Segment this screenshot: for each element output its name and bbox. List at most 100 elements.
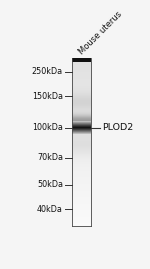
Bar <box>72 190 91 191</box>
Bar <box>72 119 91 120</box>
Bar <box>72 193 91 194</box>
Bar <box>72 146 91 147</box>
Bar <box>72 76 91 77</box>
Bar <box>72 116 91 117</box>
Bar <box>72 79 91 80</box>
Bar <box>72 218 91 219</box>
Bar <box>72 67 91 68</box>
Bar <box>72 209 91 210</box>
Bar <box>72 87 91 88</box>
Bar <box>72 200 91 201</box>
Bar <box>72 202 91 203</box>
Bar <box>72 99 91 100</box>
Bar <box>72 154 91 155</box>
Bar <box>72 199 91 200</box>
Bar <box>72 80 91 81</box>
Bar <box>72 70 91 71</box>
Bar <box>72 225 91 226</box>
Bar <box>72 170 91 171</box>
Bar <box>72 170 91 171</box>
Bar <box>72 149 91 150</box>
Bar <box>72 100 91 101</box>
Bar <box>72 213 91 214</box>
Bar <box>72 148 91 149</box>
Bar <box>72 64 91 65</box>
Bar <box>72 81 91 82</box>
Bar <box>72 185 91 186</box>
Bar <box>72 198 91 199</box>
Bar <box>72 223 91 224</box>
Bar <box>72 124 91 125</box>
Bar <box>72 99 91 100</box>
Bar <box>72 147 91 148</box>
Bar <box>72 216 91 217</box>
Bar <box>72 85 91 86</box>
Bar <box>72 169 91 170</box>
Bar <box>72 86 91 87</box>
Bar <box>72 198 91 199</box>
Bar <box>72 194 91 195</box>
Bar <box>72 66 91 67</box>
Bar <box>72 84 91 85</box>
Bar <box>72 113 91 114</box>
Bar <box>72 60 91 61</box>
Bar <box>72 103 91 104</box>
Bar <box>72 125 91 126</box>
Bar <box>72 108 91 109</box>
Bar <box>72 136 91 137</box>
Bar <box>72 69 91 70</box>
Bar <box>72 192 91 193</box>
Bar <box>72 172 91 173</box>
Bar <box>72 139 91 140</box>
Bar <box>72 94 91 95</box>
Text: Mouse uterus: Mouse uterus <box>78 9 124 56</box>
Bar <box>72 144 91 145</box>
Bar <box>72 121 91 122</box>
Bar <box>72 118 91 119</box>
Bar <box>72 122 91 123</box>
Bar <box>72 173 91 174</box>
Bar <box>72 178 91 179</box>
Bar <box>72 134 91 135</box>
Bar <box>72 88 91 89</box>
Text: 70kDa: 70kDa <box>37 153 63 162</box>
Bar <box>72 183 91 184</box>
Bar <box>72 187 91 188</box>
Bar <box>72 180 91 181</box>
Bar <box>72 80 91 81</box>
Bar <box>72 176 91 177</box>
Bar <box>72 178 91 179</box>
Bar <box>72 174 91 175</box>
Bar <box>72 205 91 206</box>
Bar <box>72 207 91 208</box>
Bar <box>72 123 91 124</box>
Bar <box>72 115 91 116</box>
Bar <box>72 195 91 196</box>
Bar <box>72 127 91 128</box>
Bar <box>72 68 91 69</box>
Bar <box>72 223 91 224</box>
Bar <box>72 144 91 145</box>
Bar <box>72 225 91 226</box>
Bar <box>72 75 91 76</box>
Bar <box>72 77 91 78</box>
Bar <box>72 210 91 211</box>
Bar <box>72 133 91 134</box>
Bar <box>72 115 91 116</box>
Bar <box>72 213 91 214</box>
Bar <box>72 135 91 136</box>
Bar <box>72 171 91 172</box>
Bar <box>72 151 91 152</box>
Bar <box>72 140 91 141</box>
Bar <box>72 61 91 62</box>
Bar <box>72 94 91 95</box>
Bar <box>72 155 91 156</box>
Bar <box>72 91 91 92</box>
Bar <box>72 152 91 153</box>
Bar <box>72 191 91 192</box>
Text: 100kDa: 100kDa <box>32 123 63 132</box>
Bar <box>72 159 91 160</box>
Bar <box>72 111 91 112</box>
Bar <box>72 175 91 176</box>
Bar <box>72 196 91 197</box>
